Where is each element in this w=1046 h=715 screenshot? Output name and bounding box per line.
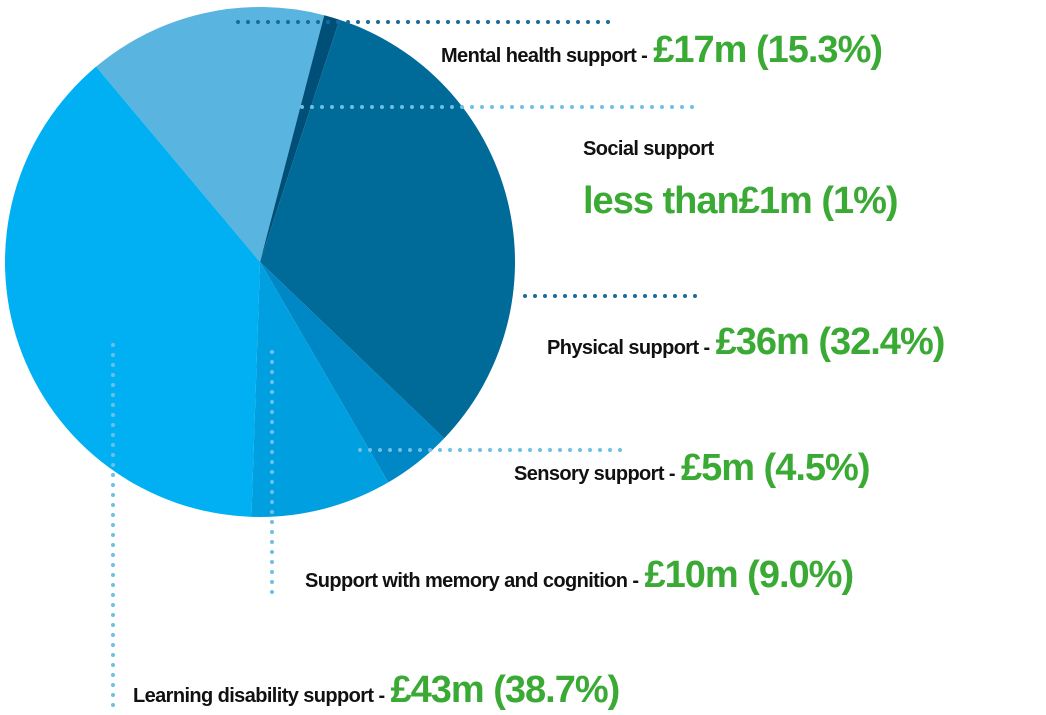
pie-slice xyxy=(251,262,389,517)
pie-slice xyxy=(96,7,325,263)
category-label: Support with memory and cognition - xyxy=(305,570,638,592)
slice-label: Social support less than£1m (1%) xyxy=(583,138,898,222)
pie xyxy=(4,7,516,517)
slice-label: Physical support - £36m (32.4%) xyxy=(547,321,944,363)
pie-slice xyxy=(260,19,516,439)
category-label: Social support xyxy=(583,138,714,160)
slice-label: Mental health support - £17m (15.3%) xyxy=(441,29,882,71)
category-label: Physical support - xyxy=(547,337,710,359)
value-label: £10m (9.0%) xyxy=(644,554,853,596)
value-label: less than£1m (1%) xyxy=(583,180,898,222)
pie-slice xyxy=(4,66,261,517)
value-label: £17m (15.3%) xyxy=(653,29,882,71)
category-label: Sensory support - xyxy=(514,463,675,485)
value-label: £43m (38.7%) xyxy=(391,669,620,711)
category-label: Learning disability support - xyxy=(133,685,385,707)
slice-label: Support with memory and cognition - £10m … xyxy=(305,554,853,596)
category-label: Mental health support - xyxy=(441,45,647,67)
value-label: £36m (32.4%) xyxy=(716,321,945,363)
leader-lines xyxy=(111,20,707,710)
slice-label: Learning disability support - £43m (38.7%… xyxy=(133,669,619,711)
labels: Mental health support - £17m (15.3%) Socia… xyxy=(133,29,945,711)
slice-label: Sensory support - £5m (4.5%) xyxy=(514,447,869,489)
pie-slice xyxy=(260,15,340,262)
pie-slice xyxy=(260,262,445,483)
value-label: £5m (4.5%) xyxy=(681,447,870,489)
